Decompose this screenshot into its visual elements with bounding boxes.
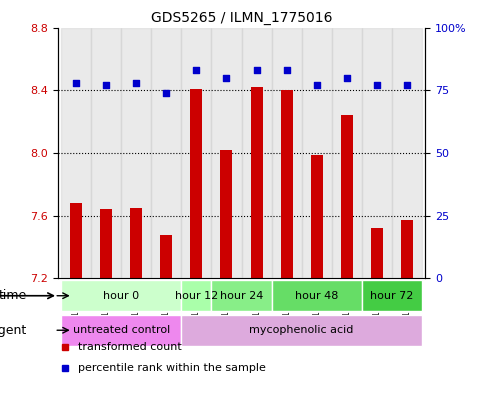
Bar xyxy=(190,89,202,279)
Bar xyxy=(362,28,392,279)
Bar xyxy=(341,116,353,279)
Point xyxy=(253,67,260,73)
Bar xyxy=(220,150,232,279)
Point xyxy=(403,82,411,88)
Bar xyxy=(242,28,271,279)
FancyBboxPatch shape xyxy=(61,280,181,311)
Bar xyxy=(212,28,242,279)
Bar xyxy=(130,208,142,279)
Point xyxy=(162,90,170,96)
Bar xyxy=(91,28,121,279)
Text: agent: agent xyxy=(0,324,27,337)
Bar xyxy=(332,28,362,279)
Bar xyxy=(401,220,413,279)
Bar xyxy=(181,28,212,279)
Bar xyxy=(371,228,383,279)
Point xyxy=(373,82,381,88)
Bar xyxy=(251,87,263,279)
FancyBboxPatch shape xyxy=(61,315,181,346)
Text: untreated control: untreated control xyxy=(72,325,170,335)
FancyBboxPatch shape xyxy=(212,280,271,311)
Point xyxy=(102,82,110,88)
FancyBboxPatch shape xyxy=(181,280,212,311)
Text: hour 48: hour 48 xyxy=(295,291,339,301)
Bar xyxy=(302,28,332,279)
Bar xyxy=(61,28,91,279)
FancyBboxPatch shape xyxy=(362,280,422,311)
Text: time: time xyxy=(0,289,27,302)
Text: mycophenolic acid: mycophenolic acid xyxy=(250,325,354,335)
Text: transformed count: transformed count xyxy=(78,342,182,353)
FancyBboxPatch shape xyxy=(271,280,362,311)
Point xyxy=(72,79,80,86)
Bar xyxy=(392,28,422,279)
Text: hour 12: hour 12 xyxy=(175,291,218,301)
Bar xyxy=(121,28,151,279)
Bar xyxy=(151,28,181,279)
Point xyxy=(313,82,321,88)
Bar xyxy=(160,235,172,279)
Bar xyxy=(70,203,82,279)
Bar xyxy=(281,90,293,279)
Text: hour 72: hour 72 xyxy=(370,291,413,301)
Text: percentile rank within the sample: percentile rank within the sample xyxy=(78,363,266,373)
Bar xyxy=(100,209,112,279)
Point xyxy=(193,67,200,73)
Point xyxy=(223,75,230,81)
Point xyxy=(132,79,140,86)
Text: hour 0: hour 0 xyxy=(103,291,139,301)
Bar xyxy=(271,28,302,279)
Bar xyxy=(311,154,323,279)
Text: hour 24: hour 24 xyxy=(220,291,263,301)
Point xyxy=(283,67,290,73)
Title: GDS5265 / ILMN_1775016: GDS5265 / ILMN_1775016 xyxy=(151,11,332,25)
FancyBboxPatch shape xyxy=(181,315,422,346)
Point xyxy=(343,75,351,81)
